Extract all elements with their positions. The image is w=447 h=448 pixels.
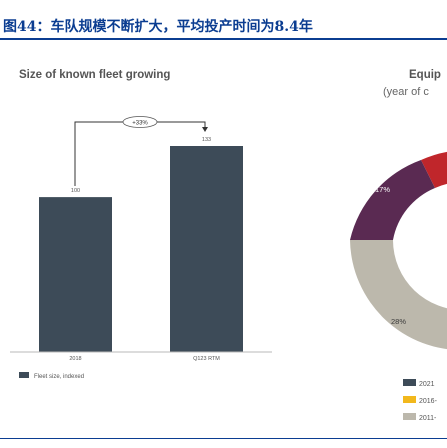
- donut-slices: [350, 151, 447, 350]
- donut-legend-swatch-1: [403, 396, 416, 403]
- bottom-rule: [0, 438, 447, 439]
- donut-chart: Equip (year of c 17% 28% 2021 2016- 2011…: [350, 69, 447, 422]
- pie-slice-28: [350, 240, 447, 350]
- annotation-arrowhead: [202, 127, 208, 132]
- bar-0: [39, 197, 112, 352]
- donut-legend-label-0: 2021: [419, 381, 435, 388]
- bar-legend-swatch: [19, 372, 29, 378]
- bar-chart: Size of known fleet growing 100 2018 133 Q1…: [10, 69, 272, 380]
- chart-area: Size of known fleet growing 100 2018 133 Q1…: [10, 69, 447, 422]
- bar-legend-label: Fleet size, indexed: [34, 374, 84, 380]
- pie-label-17: 17%: [375, 185, 390, 194]
- donut-chart-subtitle: (year of c: [383, 86, 429, 98]
- bar-legend: Fleet size, indexed: [19, 372, 84, 380]
- pie-label-28: 28%: [391, 317, 406, 326]
- x-tick-label-0: 2018: [69, 356, 81, 362]
- bar-data-label-0: 100: [71, 188, 80, 194]
- donut-chart-title: Equip: [409, 69, 441, 81]
- x-tick-label-1: Q123 RTM: [193, 356, 220, 362]
- figure-title: 图44：车队规模不断扩大，平均投产时间为8.4年: [3, 19, 313, 35]
- bar-data-label-1: 133: [202, 137, 211, 143]
- pie-slice-17: [350, 160, 435, 240]
- bars-layer: 100 2018 133 Q123 RTM: [39, 137, 243, 362]
- annotation-badge: [122, 116, 158, 128]
- donut-legend-swatch-0: [403, 379, 416, 386]
- bar-chart-title: Size of known fleet growing: [19, 69, 170, 81]
- growth-annotation: +33%: [74, 116, 208, 186]
- donut-legend-label-1: 2016-: [419, 398, 438, 405]
- donut-legend-label-2: 2011-: [419, 415, 437, 422]
- bar-1: [170, 146, 243, 352]
- donut-legend: 2021 2016- 2011-: [403, 379, 438, 422]
- donut-legend-swatch-2: [403, 413, 416, 420]
- pie-slice-red: [421, 151, 447, 188]
- annotation-label: +33%: [132, 121, 148, 127]
- title-rule: [0, 38, 447, 40]
